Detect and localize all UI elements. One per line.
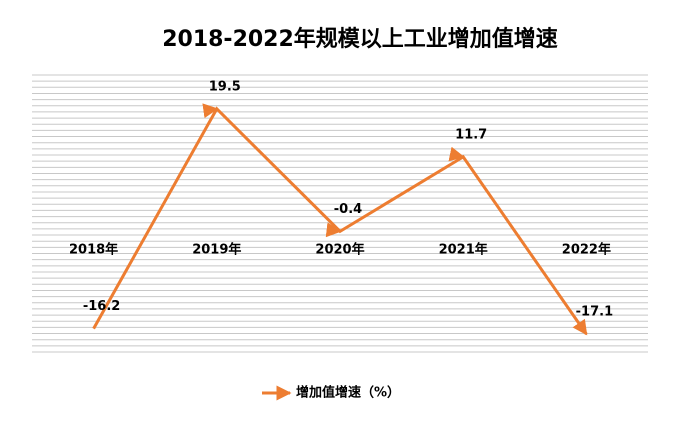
data-label: -0.4 (334, 202, 362, 217)
x-tick-label: 2021年 (439, 242, 488, 258)
x-tick-label: 2019年 (192, 242, 241, 258)
x-tick-label: 2020年 (315, 242, 364, 258)
x-tick-label: 2018年 (69, 242, 118, 258)
data-label: 19.5 (209, 79, 241, 94)
chart-title: 2018-2022年规模以上工业增加值增速 (162, 26, 558, 52)
data-label: -16.2 (83, 299, 120, 314)
x-tick-label: 2022年 (562, 242, 611, 258)
data-label: 11.7 (455, 127, 487, 142)
series-line (92, 103, 588, 336)
data-label: -17.1 (576, 305, 613, 320)
legend-label: 增加值增速（%） (296, 385, 400, 401)
